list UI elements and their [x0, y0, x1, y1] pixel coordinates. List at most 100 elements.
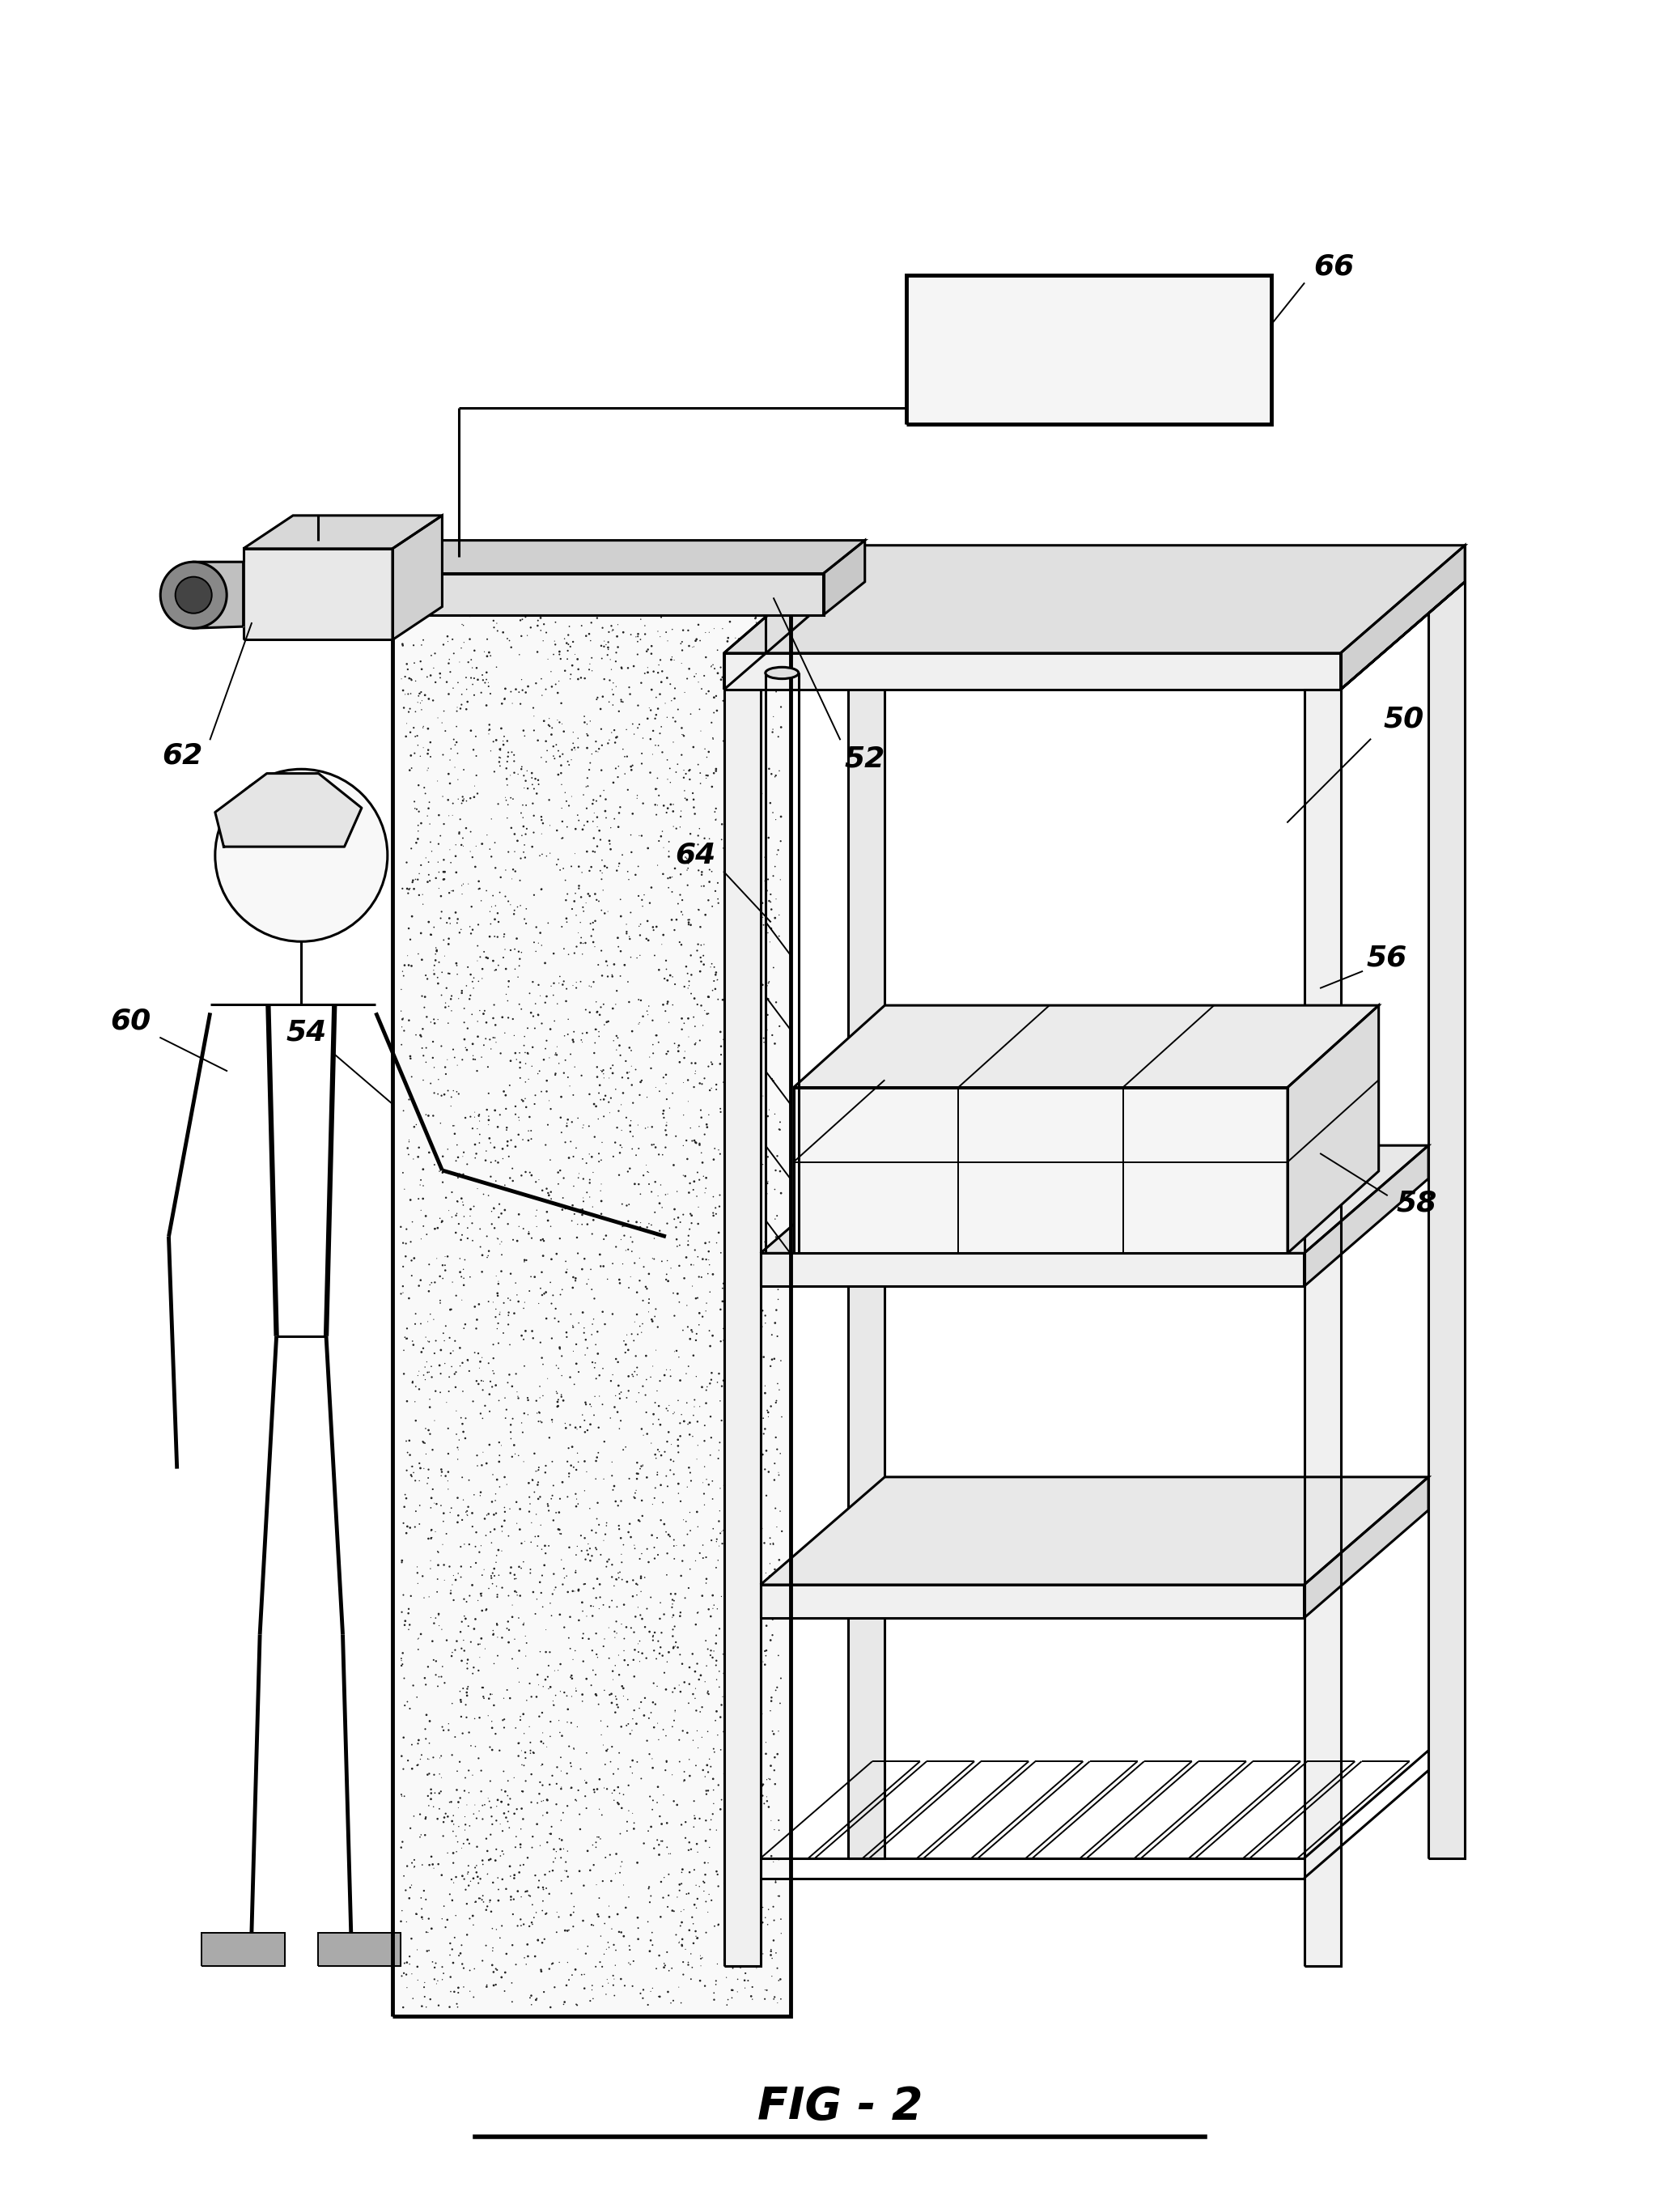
Point: [388, 1738, 415, 1773]
Point: [627, 983, 654, 1018]
Point: [714, 1265, 741, 1301]
Point: [630, 1972, 657, 2007]
Point: [462, 1139, 489, 1175]
Point: [464, 651, 491, 687]
Point: [748, 1510, 774, 1546]
Point: [533, 1634, 559, 1669]
Point: [494, 1466, 521, 1501]
Point: [585, 1013, 612, 1049]
Polygon shape: [244, 548, 393, 640]
Point: [759, 1601, 786, 1636]
Point: [659, 1585, 685, 1621]
Point: [763, 985, 790, 1020]
Point: [744, 760, 771, 795]
Point: [491, 1680, 517, 1716]
Point: [502, 1097, 529, 1133]
Point: [544, 1029, 571, 1064]
Point: [625, 1921, 652, 1956]
Point: [501, 755, 528, 790]
Point: [531, 1548, 558, 1583]
Point: [743, 1901, 769, 1936]
Point: [402, 1841, 428, 1877]
Point: [697, 578, 724, 614]
Point: [526, 766, 553, 802]
Point: [732, 1272, 759, 1307]
Point: [408, 1192, 435, 1228]
Point: [410, 1901, 437, 1936]
Point: [588, 1248, 615, 1283]
Point: [514, 1380, 541, 1415]
Point: [590, 1630, 617, 1665]
Point: [633, 1415, 660, 1451]
Point: [546, 1517, 573, 1552]
Point: [538, 1945, 564, 1981]
Point: [726, 620, 753, 656]
Point: [618, 835, 645, 870]
Point: [660, 786, 687, 821]
Point: [507, 1826, 534, 1861]
Point: [546, 1331, 573, 1367]
Point: [428, 1078, 455, 1113]
Point: [751, 658, 778, 693]
Point: [687, 1093, 714, 1128]
Point: [763, 1583, 790, 1618]
Point: [432, 1049, 459, 1084]
Point: [444, 1623, 470, 1658]
Point: [746, 1702, 773, 1738]
Point: [391, 947, 418, 983]
Point: [438, 1175, 465, 1210]
Point: [570, 1616, 596, 1652]
Point: [393, 846, 420, 881]
Point: [622, 1632, 648, 1667]
Point: [390, 673, 417, 709]
Point: [455, 1775, 482, 1811]
Point: [528, 1574, 554, 1610]
Point: [635, 989, 662, 1025]
Point: [696, 883, 722, 919]
Point: [529, 1378, 556, 1413]
Point: [576, 647, 603, 682]
Point: [413, 1044, 440, 1080]
Point: [707, 1029, 734, 1064]
Point: [684, 1881, 711, 1917]
Point: [600, 1358, 627, 1393]
Point: [509, 596, 536, 631]
Point: [732, 1623, 759, 1658]
Point: [516, 1100, 543, 1135]
Point: [509, 1415, 536, 1451]
Point: [690, 1866, 717, 1901]
Point: [581, 1199, 608, 1234]
Point: [743, 1002, 769, 1038]
Point: [539, 563, 566, 598]
Point: [583, 1868, 610, 1903]
Point: [390, 1093, 417, 1128]
Point: [444, 689, 470, 724]
Point: [702, 1967, 729, 2003]
Point: [640, 1782, 667, 1817]
Point: [618, 592, 645, 627]
Point: [570, 1868, 596, 1903]
Point: [632, 1559, 659, 1594]
Point: [544, 841, 571, 877]
Point: [553, 1755, 580, 1791]
Point: [395, 938, 422, 974]
Point: [749, 1890, 776, 1925]
Point: [603, 1033, 630, 1069]
Point: [585, 1819, 612, 1855]
Point: [435, 1713, 462, 1749]
Point: [732, 1435, 759, 1471]
Point: [692, 1225, 719, 1261]
Point: [724, 1908, 751, 1943]
Point: [445, 1422, 472, 1457]
Point: [407, 1018, 433, 1053]
Point: [583, 784, 610, 819]
Point: [415, 1097, 442, 1133]
Point: [418, 1512, 445, 1548]
Point: [511, 1543, 538, 1579]
Point: [504, 1577, 531, 1612]
Point: [670, 1404, 697, 1440]
Point: [539, 729, 566, 764]
Point: [524, 1923, 551, 1958]
Point: [417, 1389, 444, 1424]
Point: [534, 1486, 561, 1521]
